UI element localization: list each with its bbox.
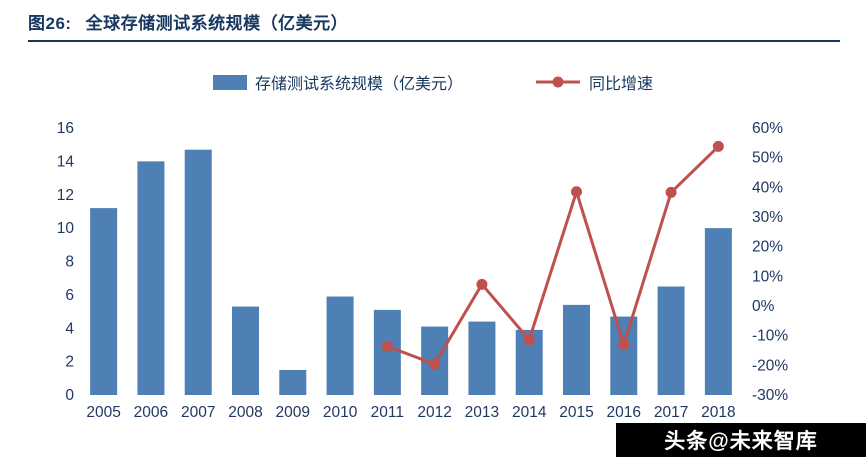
bar-series-label: 存储测试系统规模（亿美元） <box>254 76 463 93</box>
x-axis-label-2006: 2006 <box>134 404 168 421</box>
left-axis-tick: 8 <box>65 254 74 271</box>
x-axis-label-2009: 2009 <box>276 404 310 421</box>
x-axis-label-2007: 2007 <box>181 404 215 421</box>
right-axis-tick: 10% <box>752 268 783 285</box>
line-series-marker <box>536 76 580 88</box>
growth-point-2016 <box>618 339 630 351</box>
bar-2015 <box>563 304 590 395</box>
bar-2006 <box>137 161 165 395</box>
legend-item-bars: 存储测试系统规模（亿美元） <box>212 70 463 94</box>
bar-2018 <box>704 228 732 395</box>
bar-2007 <box>184 149 212 395</box>
watermark-text: 头条@未来智库 <box>664 430 818 453</box>
bar-2017 <box>657 286 685 395</box>
right-axis-tick: 60% <box>752 120 783 137</box>
bar-2016 <box>610 316 638 395</box>
x-axis-label-2017: 2017 <box>654 404 688 421</box>
x-axis-label-2016: 2016 <box>607 404 641 421</box>
left-axis-tick: 12 <box>57 187 74 204</box>
line-series-label: 同比增速 <box>589 76 654 93</box>
right-axis-tick: 30% <box>752 209 783 226</box>
left-axis-tick: 14 <box>57 153 75 170</box>
figure-number: 图26: <box>28 14 72 33</box>
growth-point-2014 <box>523 334 535 346</box>
left-axis-tick: 10 <box>57 220 75 237</box>
growth-line <box>386 145 720 366</box>
figure-title-text: 全球存储测试系统规模（亿美元） <box>85 14 349 33</box>
growth-point-2015 <box>571 186 582 198</box>
bar-2009 <box>279 369 307 395</box>
x-axis-label-2012: 2012 <box>417 404 451 421</box>
growth-point-2012 <box>429 358 441 370</box>
left-axis-tick: 2 <box>65 354 74 371</box>
growth-point-2018 <box>712 140 724 152</box>
right-axis-tick: 0% <box>752 298 775 315</box>
growth-point-2011 <box>381 340 393 352</box>
left-axis-tick: 0 <box>65 387 74 404</box>
x-axis-label-2018: 2018 <box>701 404 735 421</box>
watermark-badge: 头条@未来智库 <box>616 423 866 457</box>
bar-2013 <box>468 321 496 395</box>
x-axis-label-2008: 2008 <box>228 404 262 421</box>
bar-series-swatch <box>212 74 247 90</box>
bar-2008 <box>232 306 259 395</box>
right-axis-tick: -30% <box>752 387 788 404</box>
bar-2010 <box>326 296 354 395</box>
x-axis-label-2011: 2011 <box>371 404 404 421</box>
right-axis-tick: 40% <box>752 179 783 196</box>
chart-legend: 存储测试系统规模（亿美元） 同比增速 <box>0 70 866 94</box>
legend-item-line: 同比增速 <box>535 70 653 94</box>
right-axis-tick: 20% <box>752 239 783 256</box>
x-axis-label-2015: 2015 <box>559 404 593 421</box>
x-axis-label-2013: 2013 <box>465 404 499 421</box>
bar-2011 <box>373 309 401 395</box>
left-axis-tick: 6 <box>65 287 74 304</box>
right-axis-tick: -20% <box>752 357 788 374</box>
left-axis-tick: 4 <box>65 320 74 337</box>
title-underline <box>28 40 840 42</box>
right-axis-tick: -10% <box>752 328 788 345</box>
figure-title: 图26: 全球存储测试系统规模（亿美元） <box>28 9 846 34</box>
x-axis-label-2005: 2005 <box>86 404 120 421</box>
growth-point-2013 <box>476 278 488 290</box>
x-axis-label-2014: 2014 <box>512 404 547 421</box>
right-axis-tick: 50% <box>752 150 783 167</box>
left-axis-tick: 16 <box>57 120 74 137</box>
bar-2005 <box>90 208 118 395</box>
x-axis-label-2010: 2010 <box>323 404 358 421</box>
growth-point-2017 <box>665 186 677 198</box>
